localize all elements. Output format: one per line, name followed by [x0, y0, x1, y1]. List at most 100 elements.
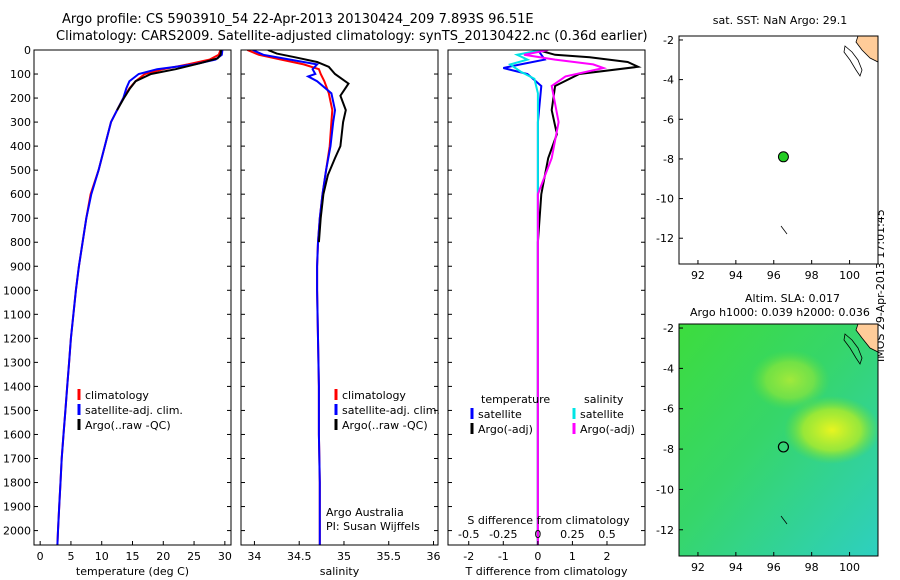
- temperature-xtick-label: 5: [67, 550, 74, 563]
- map-ytick-label: -10: [656, 193, 674, 206]
- sst-map-background: [679, 36, 878, 264]
- sumatra-coastline-sla: [855, 324, 878, 353]
- salinity-xtick-label: 36: [427, 550, 441, 563]
- map-xtick-label: 94: [729, 561, 743, 574]
- s-difference-tick-label: -0.5: [458, 528, 479, 541]
- argo-position-marker: [777, 151, 789, 163]
- salinity-xtick-label: 35.5: [377, 550, 402, 563]
- sla-map-panel: 92 94 96 98 100 -2 -4 -6 -8 -10 -12 Altim. SLA: 0.…: [656, 292, 879, 574]
- salinity-annotation: Argo Australia: [326, 506, 404, 519]
- difference-series-2: [507, 50, 542, 545]
- difference-xtick-label: 0: [534, 550, 541, 563]
- depth-tick-label: 1700: [3, 452, 31, 465]
- salinity-xtick-label: 34.5: [287, 550, 312, 563]
- argo-position-marker-sla: [777, 441, 790, 453]
- diff-sal-legend-label: Argo(-adj): [580, 423, 635, 436]
- depth-tick-label: 1800: [3, 477, 31, 490]
- depth-tick-label: 400: [10, 140, 31, 153]
- diff-temp-legend-label: Argo(-adj): [478, 423, 533, 436]
- difference-series-3: [523, 50, 608, 545]
- christmas-island-outline-sla: [780, 515, 788, 525]
- sla-map-title-line2: Argo h1000: 0.039 h2000: 0.036: [690, 306, 870, 319]
- depth-tick-label: 1500: [3, 404, 31, 417]
- diff-sal-legend-label: salinity: [584, 393, 624, 406]
- depth-tick-label: 0: [24, 44, 31, 57]
- difference-xtick-label: -2: [463, 550, 474, 563]
- depth-tick-label: 1600: [3, 428, 31, 441]
- sla-high-anomaly-patch-2: [750, 350, 830, 410]
- diff-sal-legend-label: satellite: [580, 408, 624, 421]
- temperature-xtick-label: 20: [156, 550, 170, 563]
- temperature-series-0: [56, 50, 222, 545]
- depth-tick-label: 700: [10, 212, 31, 225]
- s-difference-tick-label: -0.25: [489, 528, 517, 541]
- depth-tick-label: 1000: [3, 284, 31, 297]
- map-ytick-label: -2: [663, 322, 674, 335]
- sumatra-coastline: [855, 36, 878, 63]
- island-outline-sla: [843, 333, 863, 365]
- map-ytick-label: -4: [663, 74, 674, 87]
- diff-temp-legend-label: temperature: [481, 393, 550, 406]
- salinity-series-2: [267, 50, 350, 243]
- map-ytick-label: -2: [663, 34, 674, 47]
- salinity-legend-label: climatology: [342, 389, 406, 402]
- difference-panel: -2 -1 0 1 2 T difference from climatology temp…: [447, 49, 646, 578]
- depth-tick-label: 1100: [3, 308, 31, 321]
- map-xtick-label: 96: [767, 561, 781, 574]
- map-xtick-label: 100: [839, 269, 860, 282]
- island-outline: [843, 45, 863, 77]
- depth-tick-label: 200: [10, 92, 31, 105]
- depth-tick-label: 2000: [3, 525, 31, 538]
- difference-frame: [447, 49, 646, 546]
- map-ytick-label: -12: [656, 232, 674, 245]
- temperature-xtick-label: 10: [95, 550, 109, 563]
- map-ytick-label: -12: [656, 524, 674, 537]
- depth-tick-label: 900: [10, 260, 31, 273]
- temperature-xtick-label: 25: [187, 550, 201, 563]
- map-ytick-label: -8: [663, 443, 674, 456]
- depth-tick-label: 300: [10, 116, 31, 129]
- sst-map-title: sat. SST: NaN Argo: 29.1: [713, 14, 847, 27]
- temperature-xtick-label: 30: [218, 550, 232, 563]
- map-ytick-label: -6: [663, 403, 674, 416]
- s-difference-tick-label: 0.25: [560, 528, 585, 541]
- salinity-series-1: [252, 50, 337, 545]
- map-xtick-label: 94: [729, 269, 743, 282]
- map-xtick-label: 98: [805, 269, 819, 282]
- salinity-xtick-label: 35: [337, 550, 351, 563]
- temperature-frame: [33, 49, 232, 546]
- difference-xtick-label: 1: [569, 550, 576, 563]
- salinity-panel: 34 34.5 35 35.5 36 salinity climatology satelli…: [240, 49, 441, 578]
- sst-map-frame: [678, 35, 879, 265]
- temperature-legend-label: climatology: [85, 389, 149, 402]
- map-xtick-label: 92: [691, 561, 705, 574]
- depth-tick-label: 1400: [3, 380, 31, 393]
- salinity-legend-label: Argo(..raw -QC): [342, 419, 428, 432]
- salinity-legend-label: satellite-adj. clim.: [342, 404, 440, 417]
- s-difference-tick-label: 0: [534, 528, 541, 541]
- map-ytick-label: -6: [663, 113, 674, 126]
- sla-map-title-line1: Altim. SLA: 0.017: [745, 292, 840, 305]
- figure-title-line2: Climatology: CARS2009. Satellite-adjuste…: [56, 29, 648, 44]
- diff-temp-legend-label: satellite: [478, 408, 522, 421]
- temperature-xtick-label: 0: [37, 550, 44, 563]
- depth-tick-label: 800: [10, 236, 31, 249]
- sla-map-frame: [678, 323, 879, 557]
- map-xtick-label: 96: [767, 269, 781, 282]
- temperature-xlabel: temperature (deg C): [76, 565, 189, 578]
- sst-map-axes: 92 94 96 98 100 -2 -4 -6 -8 -10 -12: [656, 34, 860, 282]
- depth-tick-label: 100: [10, 68, 31, 81]
- sla-high-anomaly-patch: [784, 396, 878, 464]
- christmas-island-outline: [780, 225, 788, 235]
- temperature-panel: 0 5 10 15 20 25 30 temperature (deg C) 0 100 200 30…: [3, 44, 232, 578]
- sla-map-axes: 92 94 96 98 100 -2 -4 -6 -8 -10 -12: [656, 322, 860, 574]
- depth-tick-label: 1300: [3, 356, 31, 369]
- depth-tick-label: 500: [10, 164, 31, 177]
- s-difference-tick-label: 0.5: [598, 528, 616, 541]
- salinity-annotation: PI: Susan Wijffels: [326, 520, 420, 533]
- temperature-legend-label: satellite-adj. clim.: [85, 404, 183, 417]
- temperature-legend-label: Argo(..raw -QC): [85, 419, 171, 432]
- temperature-series-1: [56, 50, 224, 545]
- map-xtick-label: 100: [839, 561, 860, 574]
- depth-tick-label: 1200: [3, 332, 31, 345]
